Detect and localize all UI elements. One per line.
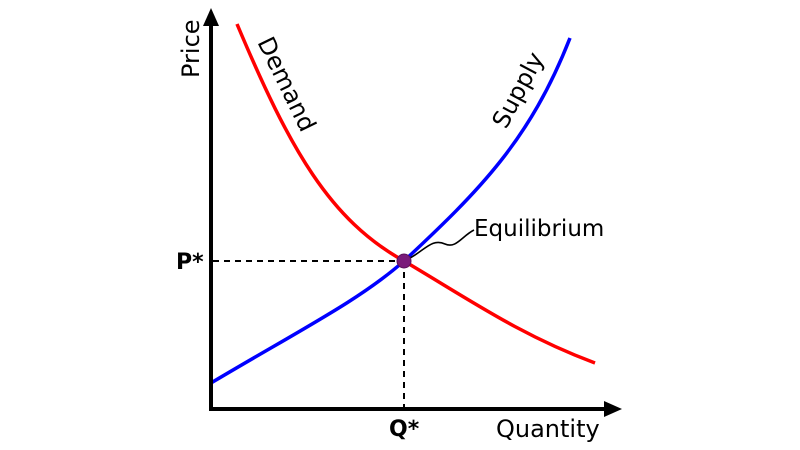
- equilibrium-leader-line: [409, 229, 475, 259]
- x-axis-arrowhead: [604, 401, 622, 417]
- x-axis-label: Quantity: [496, 415, 600, 443]
- y-axis-label: Price: [177, 19, 205, 78]
- y-axis-arrowhead: [203, 8, 219, 26]
- equilibrium-label: Equilibrium: [474, 216, 604, 242]
- quantity-marker-label: Q*: [389, 417, 420, 442]
- supply-curve-label: Supply: [487, 47, 550, 132]
- equilibrium-point: [396, 253, 412, 269]
- price-marker-label: P*: [176, 250, 204, 275]
